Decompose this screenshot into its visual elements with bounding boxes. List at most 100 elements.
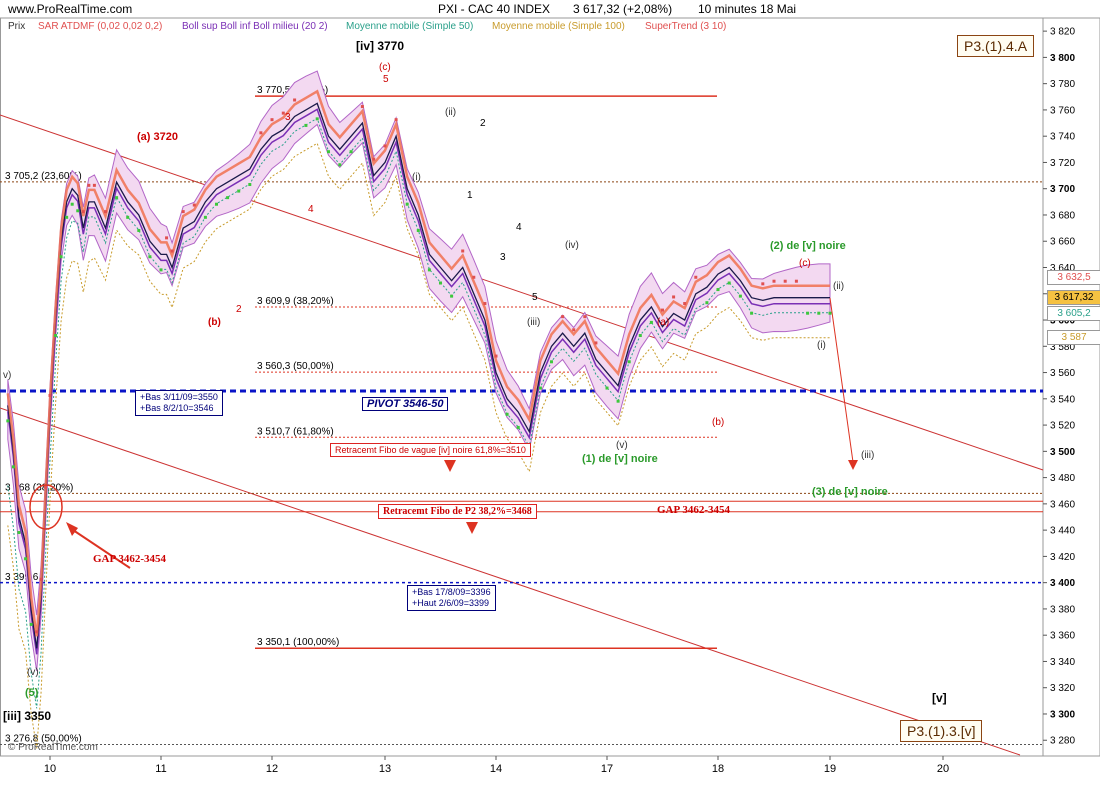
sar-dot [59, 255, 63, 259]
sar-dot [605, 386, 609, 390]
label-box-bottom-right: P3.(1).3.[v] [900, 720, 983, 742]
sar-dot [17, 531, 21, 535]
x-tick-label: 20 [937, 763, 949, 775]
x-tick-label: 18 [712, 763, 724, 775]
fib-label-100: 3 350,1 (100,00%) [257, 637, 339, 648]
sar-dot [427, 268, 431, 272]
price-line [7, 102, 830, 649]
fibo-p2-note: Retracemt Fibo de P2 38,2%=3468 [378, 504, 537, 519]
sar-dot [126, 215, 130, 219]
fib-label-382: 3 609,9 (38,20%) [257, 296, 334, 307]
fibo-p2-arrow [466, 522, 478, 534]
wave-label-ii-right: (ii) [833, 281, 844, 292]
fib-label-236: 3 705,2 (23,60%) [5, 171, 82, 182]
fib-label-618: 3 510,7 (61,80%) [257, 426, 334, 437]
ma100-line [7, 142, 830, 749]
wave-label-iv-top: [iv] 3770 [356, 39, 404, 53]
sar-dot [750, 311, 754, 315]
wave-label-b: (b) [208, 317, 221, 328]
wave-label-a: (a) 3720 [137, 131, 178, 143]
wave-label-v-left: (v) [27, 667, 39, 678]
sar-dot [259, 131, 263, 135]
support-note-2-line-1: +Bas 17/8/09=3396 [412, 587, 491, 597]
sar-dot [215, 202, 218, 206]
sar-dot [293, 98, 297, 102]
sar-dot [794, 279, 798, 283]
sar-dot [616, 399, 620, 403]
wave-label-5-green: (5) [25, 687, 39, 699]
sar-dot [44, 485, 48, 489]
sar-dot [170, 249, 174, 253]
sar-dot [248, 183, 252, 187]
sar-dot [694, 275, 698, 279]
wave-label-i: (i) [412, 172, 421, 183]
y-tick-label: 3 460 [1050, 499, 1075, 510]
support-note-1: +Bas 3/11/09=3550 +Bas 8/2/10=3546 [135, 390, 223, 416]
pivot-label: PIVOT 3546-50 [362, 397, 449, 411]
wave-label-v-edge: v) [3, 370, 11, 381]
wave-label-3b: 3 [500, 252, 506, 263]
sar-dot [828, 311, 832, 315]
y-tick-label: 3 500 [1050, 447, 1075, 458]
fib-label-50: 3 560,3 (50,00%) [257, 361, 334, 372]
y-tick-label: 3 400 [1050, 578, 1075, 589]
sar-dot [270, 118, 274, 122]
y-tick-label: 3 380 [1050, 604, 1075, 615]
x-tick-label: 10 [44, 763, 56, 775]
bollinger-middle [7, 108, 830, 655]
price-axis [1042, 17, 1100, 757]
sar-dot [416, 228, 420, 232]
sar-dot [538, 386, 542, 390]
gap-left-arrowhead [66, 522, 78, 536]
sar-dot [761, 282, 765, 286]
wave-label-5: 5 [383, 74, 389, 85]
bollinger-band [7, 70, 831, 672]
y-tick-label: 3 480 [1050, 473, 1075, 484]
sar-dot [281, 111, 285, 115]
sar-dot [439, 281, 442, 285]
instrument-title: PXI - CAC 40 INDEX [438, 2, 551, 16]
sar-dot [494, 354, 498, 358]
sar-dot [54, 334, 58, 338]
wave-label-a-right: (a) [657, 317, 669, 328]
sar-dot [483, 302, 487, 306]
wave-label-iv: (iv) [565, 240, 579, 251]
sar-dot [360, 105, 364, 109]
wave-label-2-v-noire: (2) de [v] noire [770, 240, 846, 252]
sar-dot [738, 294, 742, 298]
plot-frame [0, 17, 1044, 757]
wave-label-b-right: (b) [712, 417, 724, 428]
sar-dot [65, 215, 69, 219]
y-tick-label: 3 700 [1050, 184, 1075, 195]
price-tag: 3 632,5 [1047, 270, 1100, 286]
sar-dot [76, 209, 80, 213]
y-tick-label: 3 760 [1050, 105, 1075, 116]
wave-label-v-bracket: [v] [932, 691, 947, 705]
sar-dot [638, 334, 642, 338]
sar-dot [550, 360, 553, 364]
sar-dot [672, 295, 676, 299]
x-tick-label: 19 [824, 763, 836, 775]
watermark: © ProRealTime.com [8, 742, 98, 753]
support-note-1-line-2: +Bas 8/2/10=3546 [140, 403, 214, 413]
trend-line-lower [0, 407, 1021, 756]
wave-label-c-right: (c) [799, 258, 811, 269]
sar-dot [115, 196, 119, 200]
sar-dot [683, 302, 687, 306]
sar-dot [35, 630, 39, 634]
wave-label-2: 2 [236, 304, 242, 315]
legend-ma100: Moyenne mobile (Simple 100) [492, 21, 625, 32]
sar-dot [627, 360, 631, 364]
fibo-iv-arrow [444, 460, 456, 472]
fib-label-3399: 3 399,6 [5, 572, 39, 583]
sar-dot [29, 622, 33, 626]
sar-dot [783, 279, 787, 283]
sar-dot [104, 210, 107, 214]
site-url[interactable]: www.ProRealTime.com [8, 2, 133, 16]
sar-dot [383, 144, 387, 148]
sar-dot [92, 183, 96, 187]
legend-supertrend: SuperTrend (3 10) [645, 21, 727, 32]
gap-label-right: GAP 3462-3454 [657, 504, 731, 516]
sar-dot [649, 320, 653, 324]
